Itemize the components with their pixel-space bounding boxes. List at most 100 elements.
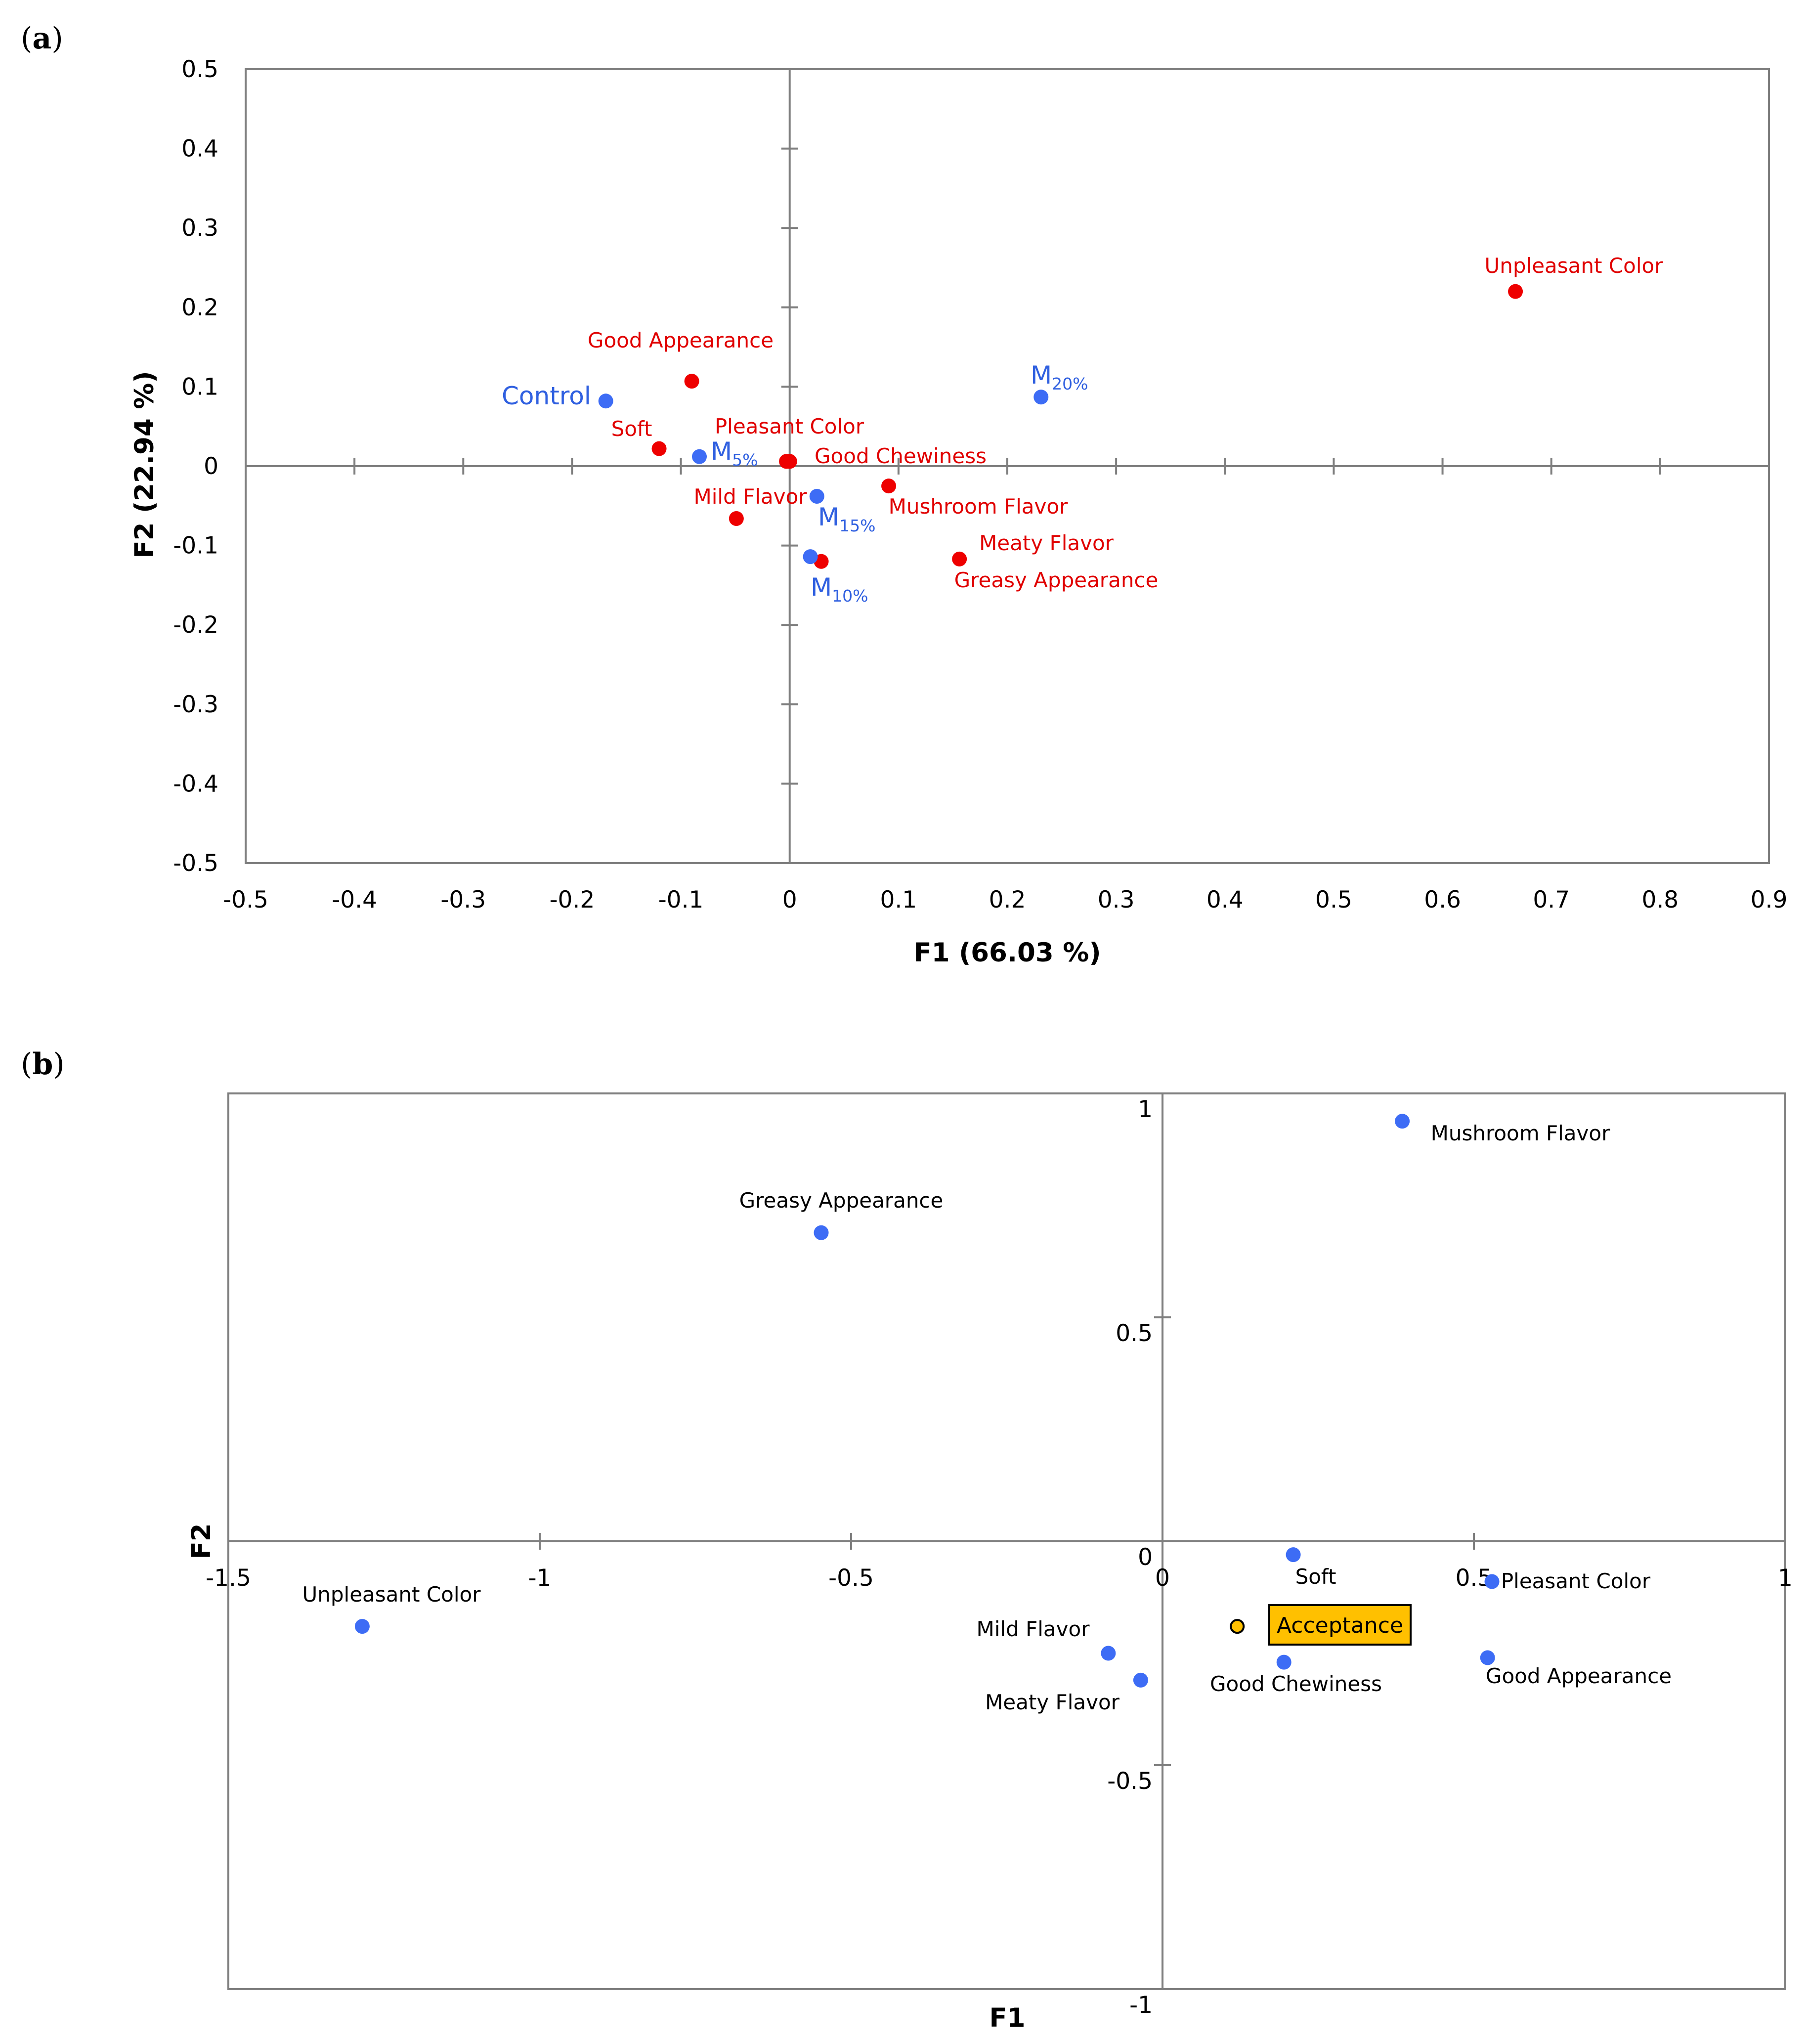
points-b (354, 1114, 1500, 1688)
point-good-appearance-b (1480, 1650, 1495, 1665)
y-tick-label-b: 0.5 (1116, 1320, 1153, 1347)
point-greasy-appearance-b (814, 1225, 829, 1240)
x-axis-title-a: F1 (66.03 %) (913, 938, 1101, 968)
panel-a: (a) 0.50.40.30.20.10-0.1-0.2-0.3-0.4-0.5… (21, 21, 1787, 968)
y-tick-labels-a: 0.5 0.4 0.3 0.2 0.1 0 -0.1 -0.2 -0.3 -0.4 -0.5 (173, 56, 218, 877)
x-tick-labels-b: -1.5 -1 -0.5 0 0.5 1 (206, 1565, 1793, 1592)
y-tick-label-b: 1 (1138, 1096, 1153, 1123)
acceptance-label-box (1268, 1604, 1412, 1646)
label-m5-a: M5% (711, 437, 758, 470)
point-meaty-flavor-a (952, 551, 967, 566)
point-mushroom-flavor-b (1395, 1114, 1410, 1129)
x-tick-label-b: -0.5 (828, 1565, 874, 1592)
x-tick-label-a: 0 (782, 886, 797, 913)
axes-b (228, 1093, 1785, 1989)
label-good-appearance-a: Good Appearance (588, 328, 774, 352)
x-tick-label-a: -0.5 (223, 886, 268, 913)
x-tick-label-b: 0 (1155, 1565, 1170, 1592)
y-tick-label-a: 0.5 (181, 56, 218, 83)
x-tick-label-a: 0.5 (1315, 886, 1352, 913)
x-tick-label-a: -0.1 (658, 886, 704, 913)
y-tick-label-a: 0.4 (181, 135, 218, 163)
point-m-15-a (809, 489, 824, 504)
panel-a-letter: (a) (21, 21, 63, 56)
x-tick-label-a: 0.1 (880, 886, 917, 913)
label-good-chewiness-b: Good Chewiness (1210, 1672, 1382, 1696)
label-control-a: Control (502, 382, 591, 410)
x-tick-label-a: -0.2 (550, 886, 595, 913)
point-m-5-a (691, 449, 707, 464)
label-mushroom-flavor-b: Mushroom Flavor (1431, 1121, 1610, 1145)
y-tick-label-b: -1 (1129, 1992, 1153, 2019)
point-acceptance-b (1230, 1619, 1245, 1634)
y-tick-label-b: 0 (1138, 1544, 1153, 1571)
label-greasy-appearance-a: Greasy Appearance (954, 568, 1159, 592)
y-axis-title-b: F2 (186, 1523, 216, 1559)
panel-b: (b) 1 0.5 0 -0.5 -1 -1.5 -1 -0.5 0 0.5 1 Acceptan… (21, 1047, 1793, 2033)
x-tick-label-a: -0.3 (440, 886, 486, 913)
axes-a (246, 69, 1769, 863)
point-mild-flavor-b (1101, 1646, 1116, 1661)
point-m-10-a (803, 549, 818, 565)
points-a (598, 284, 1523, 569)
x-tick-label-b: 1 (1778, 1565, 1793, 1592)
label-mushroom-flavor-a: Mushroom Flavor (889, 494, 1068, 519)
point-control-a (598, 393, 613, 409)
point-unpleasant-color-b (354, 1619, 370, 1634)
x-tick-label-a: 0.7 (1533, 886, 1570, 913)
x-axis-title-b: F1 (989, 2003, 1025, 2033)
label-meaty-flavor-b: Meaty Flavor (985, 1690, 1120, 1714)
x-tick-label-a: 0.6 (1424, 886, 1461, 913)
x-tick-label-a: 0.8 (1641, 886, 1679, 913)
y-tick-label-a: -0.4 (173, 770, 218, 797)
point-m-20-a (1033, 390, 1049, 405)
y-tick-labels-b: 1 0.5 0 -0.5 -1 (1107, 1096, 1153, 2019)
x-tick-label-b: -1.5 (206, 1565, 251, 1592)
y-tick-label-a: -0.2 (173, 611, 218, 639)
label-mild-flavor-b: Mild Flavor (977, 1617, 1090, 1641)
label-greasy-appearance-b: Greasy Appearance (739, 1188, 944, 1213)
y-tick-label-b: -0.5 (1107, 1768, 1153, 1795)
point-soft-a (651, 441, 667, 456)
y-tick-label-a: 0.2 (181, 294, 218, 321)
point-mushroom-flavor-a (881, 478, 897, 494)
label-soft-b: Soft (1295, 1565, 1336, 1589)
label-unpleasant-color-a: Unpleasant Color (1485, 254, 1664, 278)
point-good-chewiness-a (782, 454, 797, 469)
y-tick-label-a: 0.1 (181, 373, 218, 400)
point-soft-b (1286, 1547, 1301, 1563)
label-good-appearance-b: Good Appearance (1486, 1664, 1672, 1688)
label-meaty-flavor-a: Meaty Flavor (979, 531, 1114, 555)
x-tick-label-a: 0.3 (1098, 886, 1135, 913)
y-tick-label-a: 0 (204, 453, 218, 480)
x-tick-label-a: 0.4 (1206, 886, 1244, 913)
label-m10-a: M10% (811, 573, 868, 606)
label-pleasant-color-a: Pleasant Color (715, 414, 864, 438)
x-tick-label-a: 0.2 (989, 886, 1026, 913)
y-axis-title-a: F2 (22.94 %) (129, 371, 160, 558)
y-tick-label-a: -0.5 (173, 850, 218, 877)
label-unpleasant-color-b: Unpleasant Color (302, 1582, 481, 1607)
label-m15-a: M15% (818, 503, 876, 535)
label-soft-a: Soft (611, 417, 652, 441)
point-unpleasant-color-a (1508, 284, 1523, 299)
label-acceptance-b: Acceptance (1277, 1613, 1403, 1638)
y-tick-label-a: -0.3 (173, 691, 218, 718)
panel-b-letter: (b) (21, 1047, 65, 1082)
label-pleasant-color-b: Pleasant Color (1501, 1569, 1651, 1593)
x-tick-labels-a: -0.5 -0.4 -0.3 -0.2 -0.1 0 0.1 0.2 0.3 0.4 0.5 0.6 0… (223, 886, 1787, 913)
y-tick-label-a: 0.3 (181, 215, 218, 242)
point-good-appearance-a (684, 374, 699, 389)
label-mild-flavor-a: Mild Flavor (694, 484, 808, 509)
x-tick-label-b: -1 (528, 1565, 552, 1592)
x-tick-label-a: -0.4 (332, 886, 377, 913)
y-tick-label-a: -0.1 (173, 532, 218, 560)
label-good-chewiness-a: Good Chewiness (815, 444, 987, 468)
point-pleasant-color-b (1484, 1574, 1500, 1589)
label-m20-a: M20% (1031, 361, 1088, 393)
point-good-chewiness-b (1276, 1654, 1291, 1670)
point-meaty-flavor-b (1133, 1672, 1148, 1688)
x-tick-label-a: 0.9 (1751, 886, 1788, 913)
point-mild-flavor-a (729, 511, 744, 526)
